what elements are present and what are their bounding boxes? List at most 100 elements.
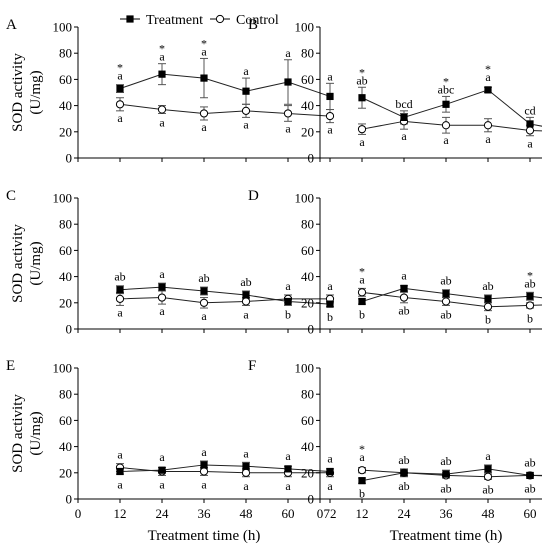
control-line bbox=[361, 291, 542, 308]
control-point bbox=[357, 466, 367, 475]
significance-letter: b bbox=[327, 310, 333, 324]
y-axis-title: SOD activity (U/mg) bbox=[10, 224, 44, 303]
significance-letter: a bbox=[327, 279, 333, 293]
significance-letter: a bbox=[285, 121, 291, 135]
significance-star: * bbox=[443, 74, 449, 88]
significance-letter: ab bbox=[482, 279, 493, 293]
control-point bbox=[357, 288, 367, 297]
significance-letter: ab bbox=[440, 307, 451, 321]
significance-letter: a bbox=[401, 268, 407, 282]
y-tick-label: 0 bbox=[308, 151, 315, 166]
y-tick-label: 80 bbox=[59, 217, 72, 232]
control-point bbox=[483, 472, 493, 481]
legend-treatment-label: Treatment bbox=[146, 13, 203, 28]
y-axis-title: SOD activity (U/mg) bbox=[10, 394, 44, 473]
y-tick-label: 100 bbox=[53, 361, 73, 376]
control-point bbox=[399, 293, 409, 302]
y-tick-label: 20 bbox=[59, 465, 72, 480]
significance-letter: a bbox=[159, 450, 165, 464]
treatment-point bbox=[326, 92, 334, 101]
panel-label: A bbox=[6, 17, 17, 33]
significance-letter: a bbox=[443, 133, 449, 147]
significance-letter: ab bbox=[398, 453, 409, 467]
y-tick-label: 40 bbox=[301, 98, 314, 113]
panel-f: F 0 20 40 60 80 100 0 12 24 36 48 60 72 Treatment time… bbox=[248, 358, 542, 544]
significance-letter: a bbox=[485, 132, 491, 146]
panel-label: C bbox=[6, 188, 16, 204]
x-tick-label: 24 bbox=[156, 506, 170, 521]
treatment-point bbox=[358, 297, 366, 306]
legend: Treatment Control bbox=[120, 13, 279, 28]
treatment-point bbox=[158, 466, 166, 474]
treatment-point bbox=[442, 290, 450, 298]
significance-letter: ab bbox=[524, 276, 535, 290]
significance-letter: b bbox=[359, 307, 365, 321]
significance-letter: a bbox=[243, 479, 249, 493]
y-axis-title-line1: SOD activity bbox=[10, 224, 26, 303]
significance-letter: a bbox=[243, 307, 249, 321]
y-tick-label: 80 bbox=[301, 217, 314, 232]
y-tick-label: 100 bbox=[295, 191, 315, 206]
treatment-point bbox=[484, 295, 492, 303]
treatment-point bbox=[526, 292, 534, 300]
significance-letter: abc bbox=[438, 82, 455, 96]
significance-letter: a bbox=[327, 69, 333, 83]
treatment-point bbox=[484, 86, 492, 94]
significance-letter: a bbox=[285, 279, 291, 293]
significance-letter: ab bbox=[440, 481, 451, 495]
y-tick-label: 20 bbox=[301, 124, 314, 139]
y-tick-label: 60 bbox=[59, 72, 72, 87]
y-tick-label: 100 bbox=[295, 361, 315, 376]
x-axis-title: Treatment time (h) bbox=[390, 528, 503, 544]
panel-label: D bbox=[248, 188, 259, 204]
y-tick-label: 0 bbox=[66, 492, 73, 507]
significance-letter: cd bbox=[524, 103, 535, 117]
significance-letter: a bbox=[327, 479, 333, 493]
significance-letter: a bbox=[117, 448, 123, 462]
y-tick-label: 60 bbox=[59, 413, 72, 428]
treatment-point bbox=[400, 469, 408, 477]
control-point bbox=[241, 468, 251, 477]
x-tick-label: 36 bbox=[440, 506, 454, 521]
control-point bbox=[525, 126, 535, 135]
significance-letter: b bbox=[285, 307, 291, 321]
y-tick-label: 60 bbox=[301, 243, 314, 258]
significance-letter: a bbox=[117, 305, 123, 319]
significance-letter: a bbox=[359, 272, 365, 286]
significance-letter: a bbox=[327, 451, 333, 465]
x-tick-label: 48 bbox=[482, 506, 495, 521]
significance-star: * bbox=[527, 268, 533, 282]
significance-letter: b bbox=[527, 311, 533, 325]
x-tick-label: 48 bbox=[240, 506, 253, 521]
treatment-point bbox=[242, 291, 250, 299]
significance-letter: ab bbox=[356, 73, 367, 87]
y-axis-title-line2: (U/mg) bbox=[28, 70, 44, 114]
significance-star: * bbox=[359, 65, 365, 79]
y-tick-label: 20 bbox=[59, 124, 72, 139]
treatment-point bbox=[442, 470, 450, 478]
y-axis-title-line2: (U/mg) bbox=[28, 241, 44, 285]
y-tick-label: 40 bbox=[301, 269, 314, 284]
legend-control-label: Control bbox=[236, 13, 279, 28]
treatment-line bbox=[361, 287, 542, 302]
control-point bbox=[241, 297, 251, 306]
significance-letter: ab bbox=[398, 304, 409, 318]
significance-letter: a bbox=[285, 449, 291, 463]
y-axis-title-line1: SOD activity bbox=[10, 394, 26, 473]
significance-letter: ab bbox=[398, 479, 409, 493]
treatment-point bbox=[284, 297, 292, 306]
y-tick-label: 40 bbox=[59, 439, 72, 454]
treatment-point bbox=[284, 78, 292, 86]
treatment-point bbox=[400, 113, 408, 121]
significance-letter: a bbox=[159, 304, 165, 318]
control-point bbox=[199, 298, 209, 307]
panel-label: E bbox=[6, 358, 15, 374]
significance-letter: bcd bbox=[395, 97, 412, 111]
control-point bbox=[115, 100, 125, 109]
control-point bbox=[157, 105, 167, 114]
significance-letter: a bbox=[285, 46, 291, 60]
treatment-point bbox=[526, 120, 534, 128]
